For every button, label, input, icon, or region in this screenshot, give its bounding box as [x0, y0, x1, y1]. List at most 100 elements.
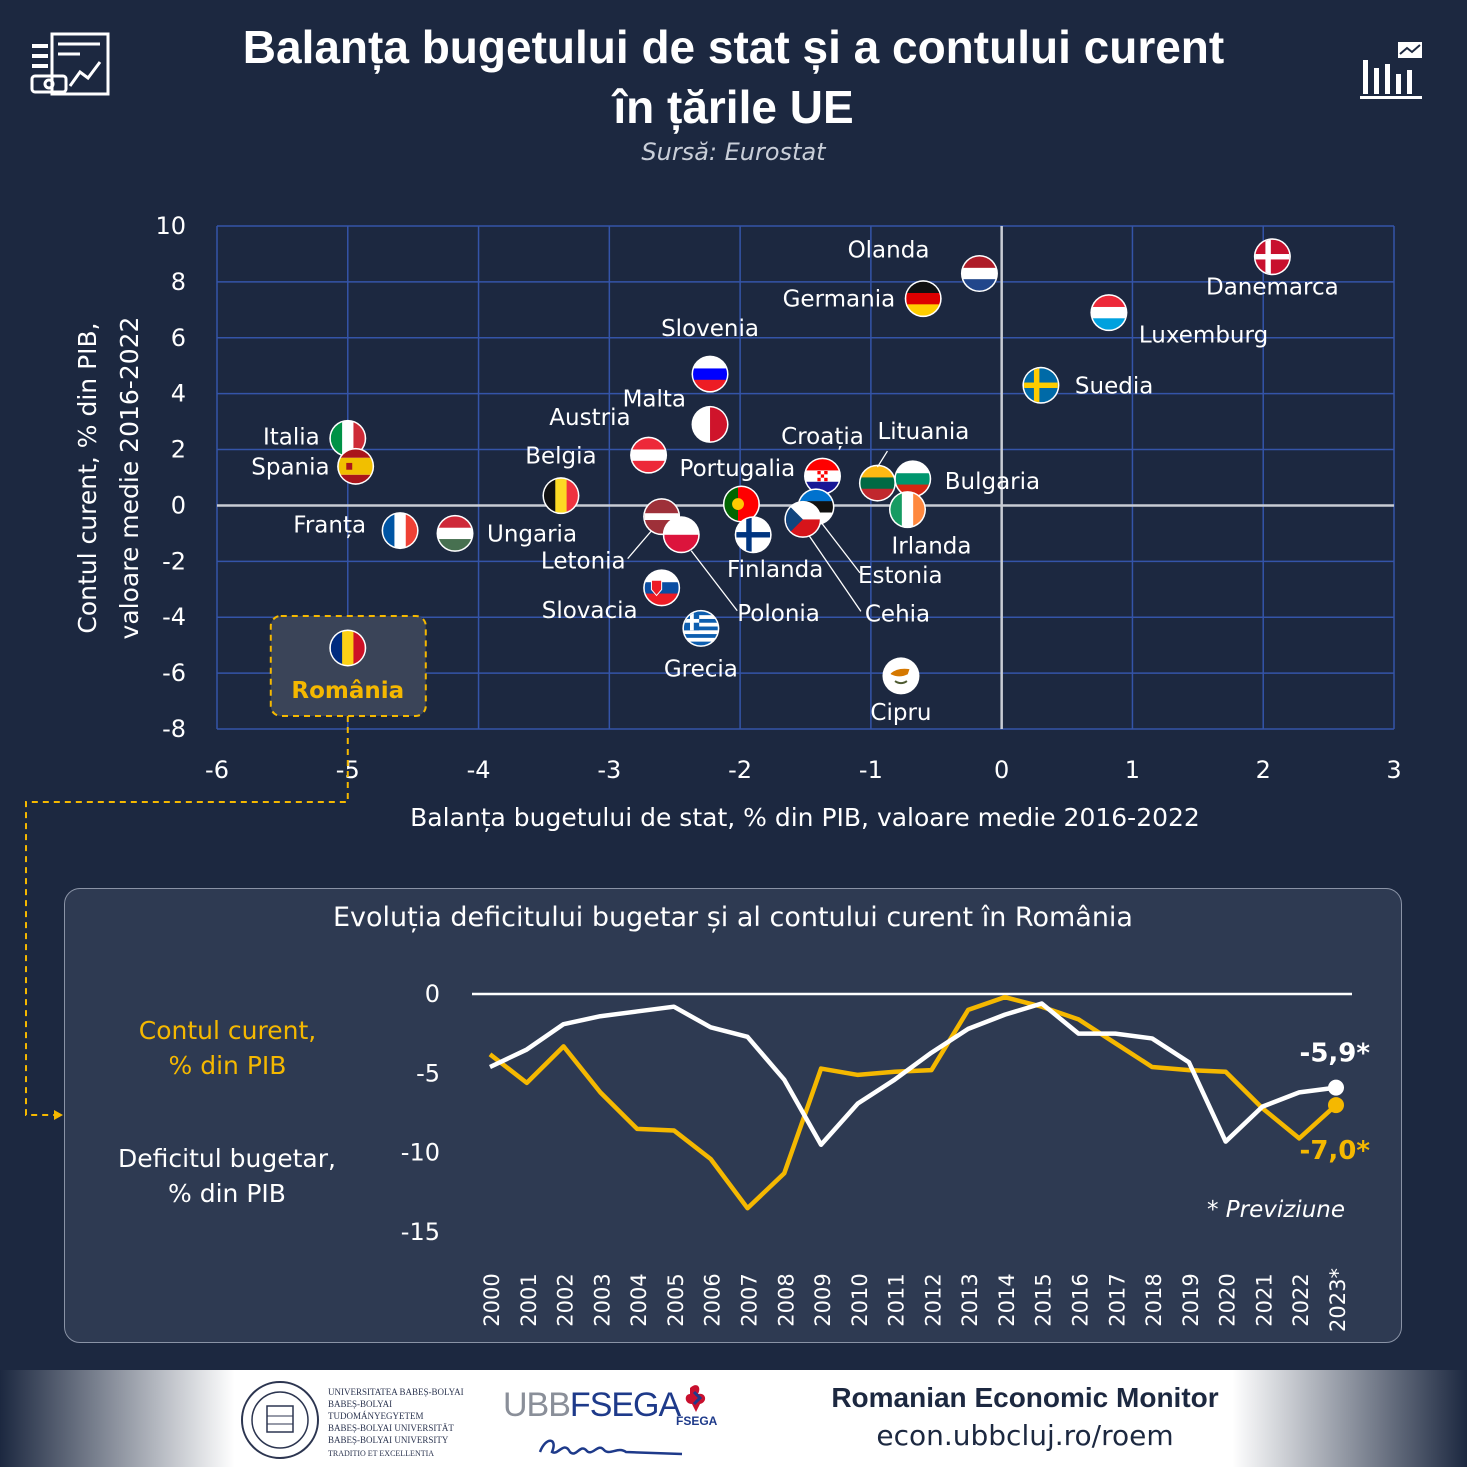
y-tick-label: -6 [162, 659, 186, 687]
flag-cz-marker [784, 500, 822, 538]
flag-part [438, 516, 473, 529]
flag-part [683, 618, 718, 624]
x-tick-label: 2020 [1216, 1273, 1240, 1326]
flag-part [1091, 318, 1126, 330]
x-tick-label: 2 [1256, 756, 1271, 784]
country-label: Malta [623, 386, 686, 412]
flag-lu-marker [1090, 294, 1128, 332]
flag-part [894, 680, 908, 685]
x-tick-label: 3 [1386, 756, 1401, 784]
flag-part [895, 473, 930, 486]
country-label: Danemarca [1206, 275, 1339, 301]
univ-line: BABEȘ-BOLYAI UNIVERSITY [328, 1435, 449, 1445]
country-label: Cehia [865, 601, 930, 627]
x-tick-label: -1 [859, 756, 883, 784]
romania-inset-panel [64, 888, 1402, 1343]
y-tick-label: -2 [162, 547, 186, 575]
flag-part [405, 513, 418, 548]
flag-pt-icon [724, 487, 759, 522]
country-label: Letonia [541, 549, 626, 575]
flag-part [962, 279, 997, 291]
flag-pt-marker [722, 485, 760, 523]
flag-part [1091, 306, 1126, 319]
flag-gr-icon [683, 611, 718, 646]
flag-part [693, 407, 711, 442]
univ-line: BABEȘ-BOLYAI UNIVERSITÄT [328, 1423, 454, 1433]
y-tick-label: -8 [162, 715, 186, 743]
flag-fr-marker [381, 512, 419, 550]
flag-si-marker [691, 355, 729, 393]
flag-pl-marker [662, 516, 700, 554]
country-label: Lituania [877, 419, 969, 445]
x-tick-label: 2011 [885, 1273, 909, 1326]
flag-part [555, 478, 568, 513]
footer-url[interactable]: econ.ubbcluj.ro/roem [876, 1419, 1174, 1452]
flag-part [683, 615, 718, 620]
country-label: Estonia [858, 563, 943, 589]
flag-cy-icon [883, 658, 918, 693]
x-tick-label: 1 [1125, 756, 1140, 784]
flag-part [338, 449, 373, 458]
x-tick-label: 2023* [1326, 1268, 1350, 1332]
flag-sk-marker [643, 569, 681, 607]
budget-deficit-line [489, 1001, 1337, 1147]
flag-part [342, 630, 354, 665]
flag-hr-icon [805, 459, 840, 494]
legend-current-account-line1: Contul curent, [138, 1016, 317, 1045]
x-tick-label: -5 [336, 756, 360, 784]
flag-it-marker [329, 419, 367, 457]
flag-part [906, 304, 941, 316]
flag-part [805, 459, 840, 471]
country-label: Polonia [737, 601, 820, 627]
flag-part [683, 626, 718, 631]
flag-dk-icon [1255, 239, 1290, 274]
flag-mt-marker [691, 405, 729, 443]
flag-lt-icon [860, 466, 895, 501]
flag-part [895, 484, 930, 496]
leader-line [876, 450, 888, 468]
x-tick-label: 2003 [590, 1273, 614, 1326]
flag-part [913, 492, 925, 527]
flag-part [817, 477, 821, 482]
x-tick-label: 2009 [811, 1273, 835, 1326]
university-name: UNIVERSITATEA BABEȘ-BOLYAI BABEȘ-BOLYAI … [328, 1386, 468, 1460]
y-tick-label: 0 [425, 980, 440, 1008]
flag-part [785, 502, 803, 537]
y-axis-title-line2: valoare medie 2016-2022 [115, 317, 144, 640]
country-label: Spania [251, 454, 329, 480]
flag-lt-marker [858, 464, 896, 502]
flag-part [631, 460, 666, 473]
flag-part [817, 471, 821, 475]
country-label: Slovacia [542, 598, 638, 624]
flag-part [895, 461, 930, 474]
budget-end-label: -5,9* [1300, 1039, 1371, 1069]
flag-part [736, 532, 771, 538]
infographic-chart-icon [30, 32, 110, 96]
x-tick-label: 2015 [1032, 1273, 1056, 1326]
flag-part [798, 489, 833, 502]
flag-part [353, 630, 365, 665]
scatter-chart: -6 -5 -4 -3 -2 -1 0 1 2 3 -8 -6 -4 -2 0 2 4 6 8 10 Balanța b… [25, 212, 1402, 1120]
univ-line: BABEȘ-BOLYAI TUDOMÁNYEGYETEM [328, 1399, 424, 1421]
flag-part [906, 281, 941, 294]
flag-part [860, 488, 895, 501]
flag-part [683, 622, 718, 627]
x-tick-label: 2005 [664, 1273, 688, 1326]
flag-es-icon [338, 449, 373, 484]
flag-part [383, 513, 395, 548]
flag-part [860, 477, 895, 490]
country-label: Belgia [525, 444, 596, 470]
flag-part [353, 421, 365, 456]
x-tick-label: -2 [728, 756, 752, 784]
flag-part [962, 267, 997, 280]
y-tick-label: 8 [171, 268, 186, 296]
legend-budget: Deficitul bugetar, % din PIB [96, 1141, 358, 1211]
flag-ro-marker [329, 629, 367, 667]
x-tick-label: 0 [994, 756, 1009, 784]
fsega-small-label: FSEGA [676, 1414, 718, 1428]
flag-part [820, 477, 825, 482]
legend-budget-line1: Deficitul bugetar, [118, 1144, 336, 1173]
flag-mt-icon [693, 407, 728, 442]
flag-part [438, 539, 473, 551]
country-label: Austria [549, 405, 630, 431]
